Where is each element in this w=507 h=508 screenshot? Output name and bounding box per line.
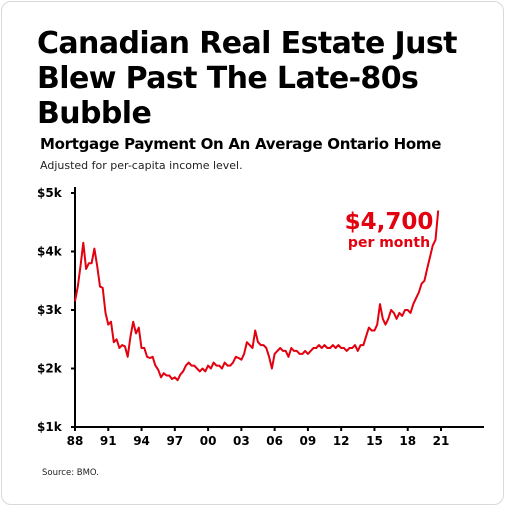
x-tick-label: 06 bbox=[266, 434, 283, 448]
source-note: Source: BMO. bbox=[42, 468, 99, 478]
x-tick-label: 15 bbox=[366, 434, 383, 448]
x-tick-label: 88 bbox=[67, 434, 84, 448]
chart-note: Adjusted for per-capita income level. bbox=[40, 159, 243, 172]
x-tick-label: 00 bbox=[200, 434, 217, 448]
annotation-value: $4,700 bbox=[345, 209, 434, 235]
x-tick-label: 03 bbox=[233, 434, 250, 448]
y-tick-label: $3k bbox=[37, 303, 63, 317]
chart-subtitle: Mortgage Payment On An Average Ontario H… bbox=[40, 135, 442, 153]
page-title: Canadian Real Estate Just Blew Past The … bbox=[37, 26, 457, 131]
x-tick-label: 91 bbox=[100, 434, 117, 448]
x-tick-label: 94 bbox=[133, 434, 150, 448]
y-tick-label: $2k bbox=[37, 362, 63, 376]
y-tick-label: $5k bbox=[37, 186, 63, 200]
x-tick-label: 09 bbox=[300, 434, 317, 448]
series-line bbox=[74, 210, 440, 382]
annotation-label: per month bbox=[348, 235, 430, 251]
x-tick-label: 21 bbox=[433, 434, 450, 448]
x-tick-label: 12 bbox=[333, 434, 350, 448]
y-tick-label: $1k bbox=[37, 420, 63, 434]
x-tick-label: 18 bbox=[399, 434, 416, 448]
x-tick-label: 97 bbox=[166, 434, 183, 448]
y-tick-label: $4k bbox=[37, 245, 63, 259]
